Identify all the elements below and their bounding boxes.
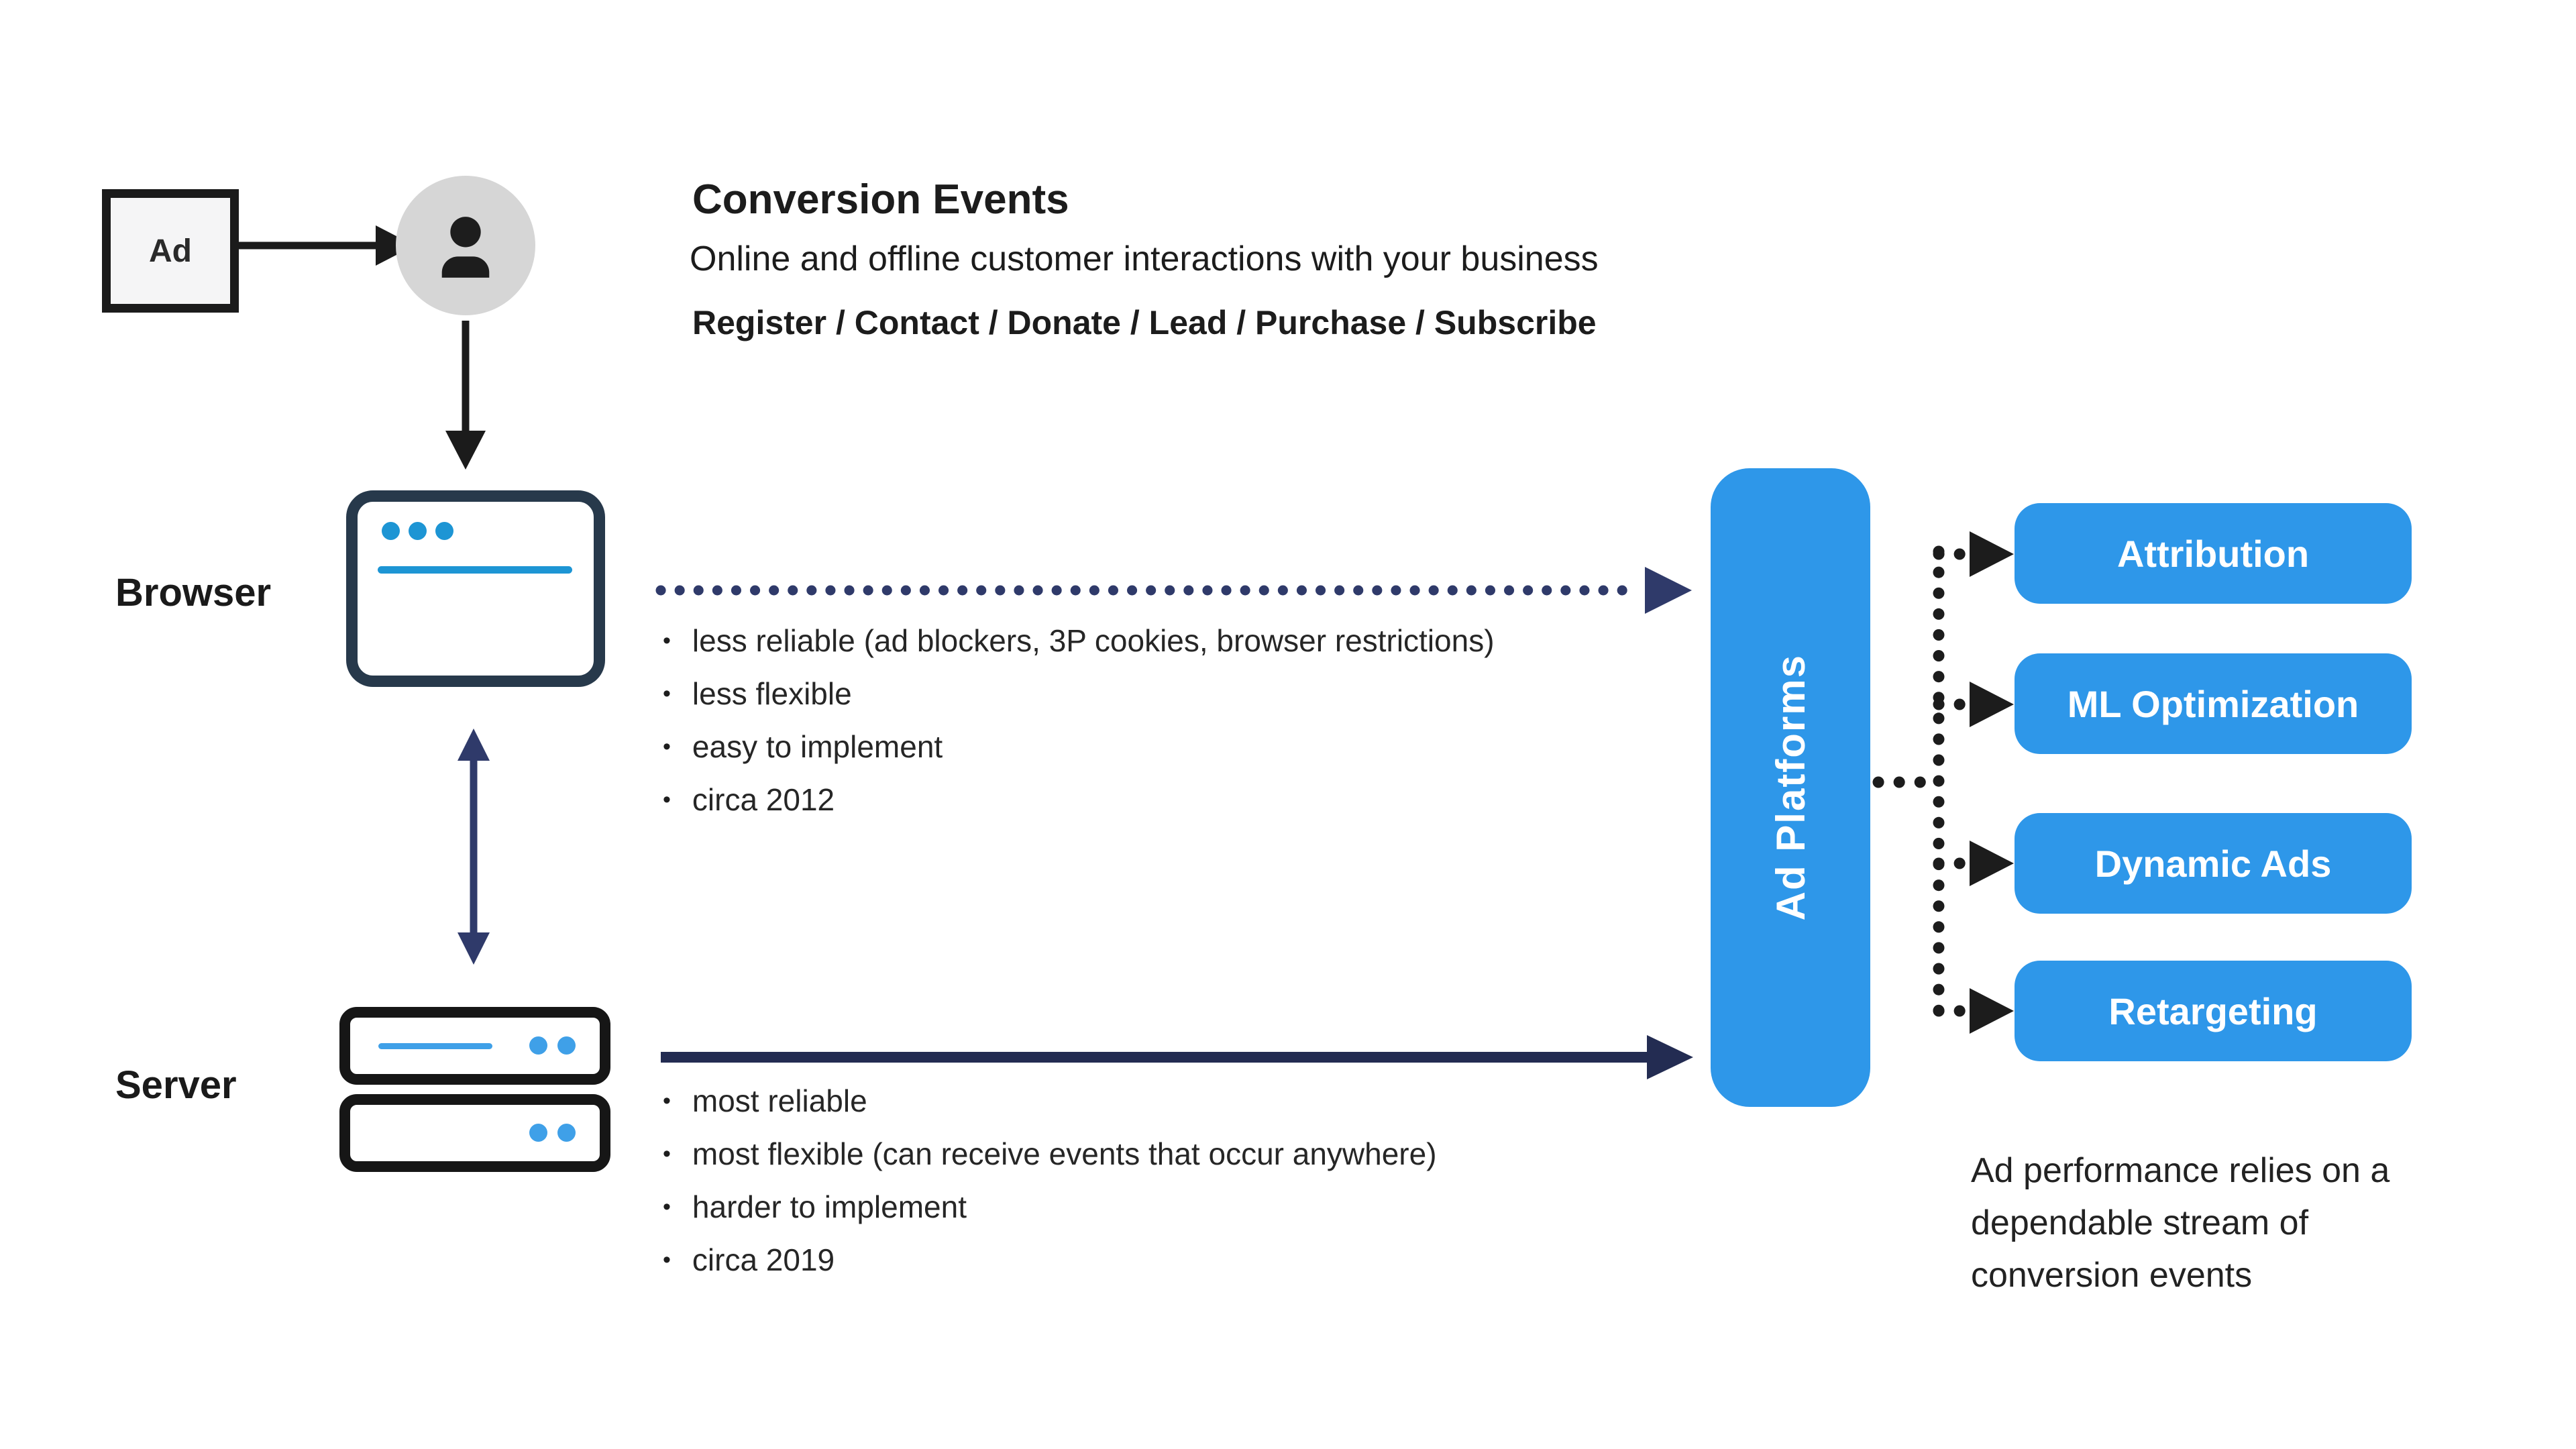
server-bullet-list: most reliable most flexible (can receive…	[663, 1085, 1437, 1297]
browser-bullet-list: less reliable (ad blockers, 3P cookies, …	[663, 625, 1495, 837]
person-icon	[441, 217, 490, 278]
node-label: ML Optimization	[2067, 682, 2359, 725]
user-avatar	[396, 176, 535, 315]
list-item: easy to implement	[663, 731, 1495, 762]
browser-label: Browser	[115, 571, 272, 614]
list-item: less reliable (ad blockers, 3P cookies, …	[663, 625, 1495, 656]
list-item: most flexible (can receive events that o…	[663, 1138, 1437, 1169]
server-stack-icon	[339, 1007, 610, 1172]
ad-creative-label: Ad	[149, 233, 192, 269]
ad-platforms-node: Ad Platforms	[1711, 468, 1870, 1107]
browser-server-double-arrow	[458, 729, 490, 965]
list-item: less flexible	[663, 678, 1495, 709]
list-item: circa 2012	[663, 784, 1495, 815]
server-label: Server	[115, 1063, 237, 1107]
server-indicator-dots	[529, 1124, 576, 1142]
server-indicator-line	[378, 1043, 492, 1049]
ad-to-user-arrow	[239, 225, 415, 266]
browser-window-dots	[382, 522, 453, 540]
list-item: harder to implement	[663, 1191, 1437, 1222]
page-subtitle: Online and offline customer interactions…	[690, 239, 1599, 278]
server-to-platforms-solid-arrow	[661, 1035, 1693, 1079]
list-item: most reliable	[663, 1085, 1437, 1116]
node-label: Retargeting	[2108, 989, 2318, 1032]
page-title: Conversion Events	[692, 176, 1069, 223]
ad-creative-box: Ad	[102, 189, 239, 313]
node-label: Attribution	[2116, 532, 2310, 575]
server-unit-top	[339, 1007, 610, 1085]
node-retargeting: Retargeting	[2015, 961, 2412, 1061]
browser-address-bar	[378, 566, 572, 574]
ad-platforms-label: Ad Platforms	[1768, 654, 1813, 921]
node-dynamic-ads: Dynamic Ads	[2015, 813, 2412, 914]
browser-to-platforms-dotted-arrow	[655, 567, 1692, 614]
performance-note: Ad performance relies on a dependable st…	[1971, 1151, 2390, 1295]
conversion-event-types: Register / Contact / Donate / Lead / Pur…	[692, 304, 1597, 341]
user-to-browser-arrow	[445, 321, 486, 470]
browser-window-icon	[346, 490, 605, 687]
node-ml-optimization: ML Optimization	[2015, 653, 2412, 754]
node-attribution: Attribution	[2015, 503, 2412, 604]
platforms-branch-connectors	[1872, 531, 2014, 1034]
server-indicator-dots	[529, 1036, 576, 1055]
node-label: Dynamic Ads	[2094, 842, 2332, 885]
server-unit-bottom	[339, 1094, 610, 1172]
list-item: circa 2019	[663, 1244, 1437, 1275]
